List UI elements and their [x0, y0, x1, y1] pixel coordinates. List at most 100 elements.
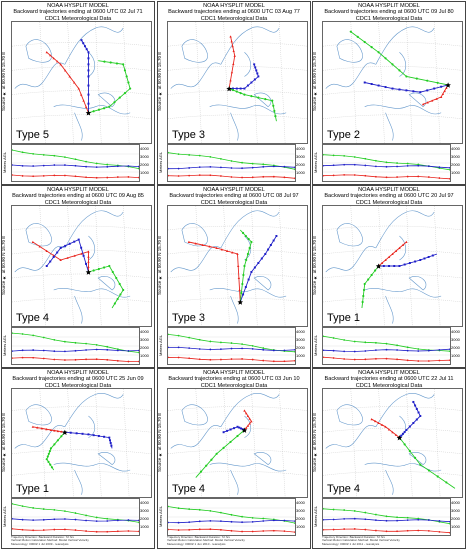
model-name: NOAA HYSPLIT MODEL: [47, 3, 109, 9]
panel-title: Backward trajectories ending at 0600 UTC…: [168, 376, 300, 383]
y-tick-label: 4000: [140, 500, 149, 505]
y-tick-label: 4000: [451, 500, 460, 505]
map-canvas: [168, 22, 307, 143]
y-tick-label: 2000: [296, 345, 305, 350]
height-profile: [167, 327, 296, 365]
footer-line: Vertical Motion Calculation Method: Mode…: [11, 538, 89, 543]
profile-canvas: [323, 153, 450, 180]
y-axis-label: Meters AGL: [313, 151, 318, 173]
green-height-line: [12, 332, 139, 353]
source-location-label: Source ★ at 50.90 N 15.70 E: [312, 235, 317, 295]
y-tick-label: 3000: [451, 154, 460, 159]
height-profile: [11, 327, 140, 365]
red-height-line: [168, 356, 295, 362]
red-height-line: [168, 174, 295, 179]
panel-header: NOAA HYSPLIT MODEL Backward trajectories…: [313, 3, 465, 22]
map-canvas: [323, 206, 462, 326]
trajectory-panel: NOAA HYSPLIT MODEL Backward trajectories…: [157, 368, 311, 549]
data-source: CDC1 Meteorological Data: [355, 382, 423, 389]
source-location-label: Source ★ at 50.90 N 15.70 E: [157, 235, 162, 295]
red-trajectory: [46, 51, 89, 113]
trajectory-type-label: Type 1: [327, 312, 361, 324]
panel-footer: Trajectory Direction: Backward Duration:…: [11, 535, 152, 546]
blue-trajectory: [81, 39, 89, 113]
y-tick-label: 3000: [451, 337, 460, 342]
y-tick-label: 2000: [296, 516, 305, 521]
panel-header: NOAA HYSPLIT MODEL Backward trajectories…: [158, 187, 310, 206]
panel-footer: Trajectory Direction: Backward Duration:…: [167, 535, 308, 546]
source-location-label: Source ★ at 50.90 N 15.70 E: [157, 51, 162, 112]
trajectory-type-label: Type 4: [172, 483, 206, 495]
y-tick-label: 2000: [140, 162, 149, 167]
footer-line: Trajectory Direction: Backward Duration:…: [11, 535, 74, 539]
source-star: [445, 82, 451, 88]
trajectory-type-label: Type 4: [16, 312, 50, 324]
green-trajectory: [228, 88, 277, 122]
panel-title: Backward trajectories ending at 0600 UTC…: [324, 193, 454, 200]
source-location-label: Source ★ at 50.90 N 15.70 E: [157, 412, 162, 472]
blue-height-line: [12, 518, 139, 522]
panel-header: NOAA HYSPLIT MODEL Backward trajectories…: [2, 370, 154, 389]
source-star: [237, 299, 244, 305]
y-axis-label: Meters AGL: [2, 151, 7, 173]
y-tick-label: 3000: [296, 154, 305, 159]
height-profile: [11, 498, 140, 536]
panel-title: Backward trajectories ending at 0600 UTC…: [13, 9, 143, 16]
trajectory-panel: NOAA HYSPLIT MODEL Backward trajectories…: [312, 368, 466, 549]
height-profile: [11, 144, 140, 182]
trajectory-map: Type 4: [11, 205, 152, 327]
panel-header: NOAA HYSPLIT MODEL Backward trajectories…: [158, 3, 310, 22]
y-axis-label: Meters AGL: [158, 151, 163, 173]
height-profile: [167, 498, 296, 536]
panel-header: NOAA HYSPLIT MODEL Backward trajectories…: [313, 187, 465, 206]
data-source: CDC1 Meteorological Data: [355, 15, 423, 22]
trajectory-map: Type 1: [322, 205, 463, 327]
height-profile: [322, 327, 451, 365]
footer-line: Meteorology: 0000Z 1 Jul 2009 - reanalys…: [11, 541, 69, 546]
map-canvas: [12, 206, 151, 326]
blue-height-line: [323, 164, 450, 169]
y-tick-label: 1000: [296, 353, 305, 358]
footer-line: Vertical Motion Calculation Method: Mode…: [322, 538, 400, 543]
red-trajectory: [188, 241, 241, 303]
source-location-label: Source ★ at 50.90 N 15.70 E: [1, 412, 6, 472]
red-height-line: [168, 528, 295, 533]
panel-title: Backward trajectories ending at 0600 UTC…: [12, 193, 144, 200]
panel-header: NOAA HYSPLIT MODEL Backward trajectories…: [158, 370, 310, 389]
panel-header: NOAA HYSPLIT MODEL Backward trajectories…: [313, 370, 465, 389]
trajectory-type-label: Type 5: [16, 129, 50, 141]
trajectory-type-label: Type 1: [16, 483, 50, 495]
green-trajectory: [399, 437, 456, 489]
y-tick-label: 1000: [140, 170, 149, 175]
green-trajectory: [350, 31, 449, 86]
trajectory-panel: NOAA HYSPLIT MODEL Backward trajectories…: [157, 185, 311, 368]
y-axis-label: Meters AGL: [158, 505, 163, 527]
green-height-line: [168, 152, 295, 170]
data-source: CDC1 Meteorological Data: [44, 382, 112, 389]
profile-canvas: [12, 332, 139, 363]
source-location-label: Source ★ at 50.90 N 15.70 E: [312, 51, 317, 112]
trajectory-map: Type 2: [322, 21, 463, 144]
y-tick-label: 1000: [296, 170, 305, 175]
footer-line: Meteorology: 0000Z 1 Jul 2011 - reanalys…: [322, 541, 380, 546]
panel-title: Backward trajectories ending at 0600 UTC…: [324, 376, 454, 383]
data-source: CDC1 Meteorological Data: [200, 15, 268, 22]
footer-line: Trajectory Direction: Backward Duration:…: [167, 535, 230, 539]
y-axis-label: Meters AGL: [313, 505, 318, 527]
model-name: NOAA HYSPLIT MODEL: [47, 187, 109, 193]
data-source: CDC1 Meteorological Data: [200, 199, 268, 206]
y-tick-label: 4000: [296, 500, 305, 505]
y-tick-label: 2000: [296, 162, 305, 167]
green-height-line: [168, 506, 295, 524]
map-canvas: [12, 22, 151, 143]
blue-height-line: [168, 519, 295, 524]
map-canvas: [168, 389, 307, 497]
source-star: [85, 269, 92, 275]
y-tick-label: 3000: [296, 337, 305, 342]
y-tick-label: 2000: [451, 162, 460, 167]
trajectory-type-label: Type 4: [327, 483, 361, 495]
y-tick-label: 1000: [451, 524, 460, 529]
y-tick-label: 4000: [451, 146, 460, 151]
green-height-line: [12, 503, 139, 523]
